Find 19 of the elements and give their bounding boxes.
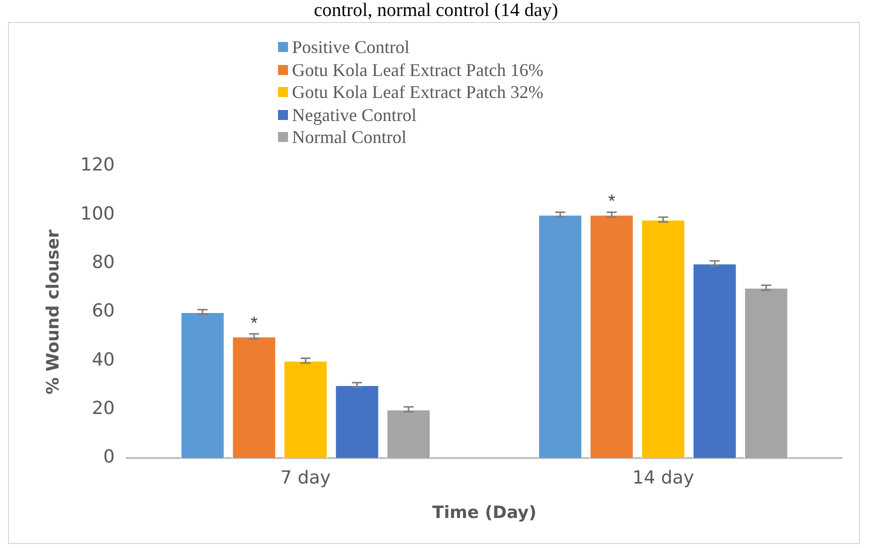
y-tick-label: 80 (92, 252, 115, 274)
y-tick-label: 20 (92, 398, 115, 420)
x-axis-title: Time (Day) (432, 503, 537, 524)
x-tick-label: 7 day (280, 467, 332, 488)
annotation: * (250, 312, 258, 333)
legend-label: Normal Control (292, 126, 406, 148)
annotation: * (608, 191, 616, 212)
legend-label: Negative Control (292, 104, 416, 126)
legend-label: Gotu Kola Leaf Extract Patch 32% (292, 81, 544, 104)
y-tick-label: 120 (80, 154, 115, 176)
y-tick-label: 0 (103, 446, 115, 468)
legend-label: Gotu Kola Leaf Extract Patch 16% (292, 58, 544, 81)
legend-label: Positive Control (292, 36, 410, 58)
y-tick-label: 60 (92, 300, 115, 322)
y-tick-label: 100 (80, 203, 115, 224)
chart-title: control, normal control (14 day) (312, 0, 560, 22)
y-tick-label: 40 (92, 349, 115, 370)
y-axis-title: % Wound clouser (44, 228, 64, 394)
x-tick-label: 14 day (632, 467, 694, 488)
